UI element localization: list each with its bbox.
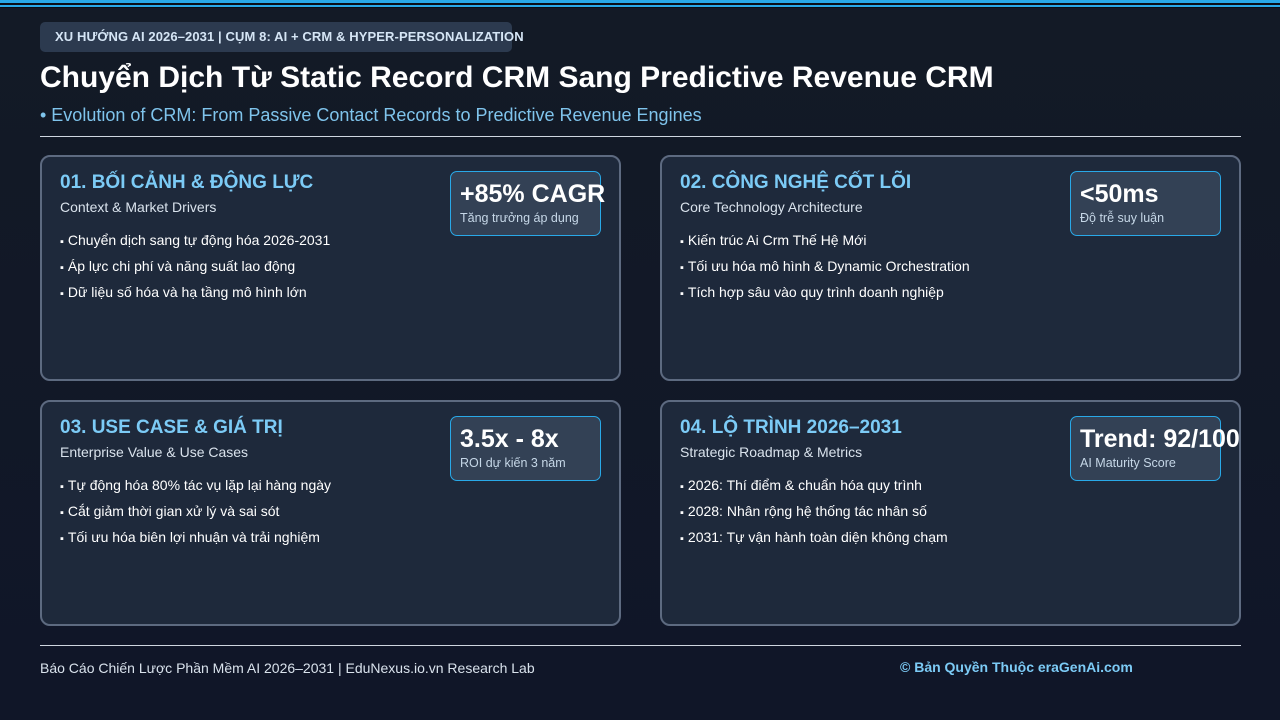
list-item: Dữ liệu số hóa và hạ tầng mô hình lớn [60, 280, 330, 306]
card-heading: 01. BỐI CẢNH & ĐỘNG LỰC [60, 172, 314, 193]
header-divider [40, 136, 1241, 137]
list-item: Áp lực chi phí và năng suất lao động [60, 254, 330, 280]
page-subtitle: • Evolution of CRM: From Passive Contact… [40, 105, 702, 125]
metric-box: Trend: 92/100 AI Maturity Score [1070, 416, 1240, 481]
metric-box: <50ms Độ trễ suy luận [1070, 171, 1221, 236]
top-accent-bar [0, 0, 1280, 8]
card-bullet-list: 2026: Thí điểm & chuẩn hóa quy trình 202… [680, 473, 948, 551]
card-heading: 04. LỘ TRÌNH 2026–2031 [680, 417, 902, 438]
card-roadmap: 04. LỘ TRÌNH 2026–2031 Strategic Roadmap… [660, 400, 1241, 626]
metric-label: ROI dự kiến 3 năm [460, 456, 566, 470]
card-bullet-list: Kiến trúc Ai Crm Thế Hệ Mới Tối ưu hóa m… [680, 228, 970, 306]
list-item: Tối ưu hóa mô hình & Dynamic Orchestrati… [680, 254, 970, 280]
card-subheading: Enterprise Value & Use Cases [60, 444, 249, 460]
card-use-case: 03. USE CASE & GIÁ TRỊ Enterprise Value … [40, 400, 621, 626]
card-bullet-list: Chuyển dịch sang tự động hóa 2026-2031 Á… [60, 228, 330, 306]
list-item: 2028: Nhân rộng hệ thống tác nhân số [680, 499, 948, 525]
footer-source: Báo Cáo Chiến Lược Phần Mềm AI 2026–2031… [40, 660, 535, 676]
accent-line-bottom [0, 5, 1280, 7]
list-item: Kiến trúc Ai Crm Thế Hệ Mới [680, 228, 970, 254]
list-item: Tự động hóa 80% tác vụ lặp lại hàng ngày [60, 473, 331, 499]
page-title: Chuyển Dịch Từ Static Record CRM Sang Pr… [40, 61, 994, 94]
card-core-technology: 02. CÔNG NGHỆ CỐT LÕI Core Technology Ar… [660, 155, 1241, 381]
metric-value: 3.5x - 8x [460, 425, 559, 453]
metric-value: <50ms [1080, 180, 1159, 208]
metric-value: +85% CAGR [460, 180, 606, 208]
list-item: Tích hợp sâu vào quy trình doanh nghiệp [680, 280, 970, 306]
card-heading: 03. USE CASE & GIÁ TRỊ [60, 417, 283, 438]
footer-divider [40, 645, 1241, 646]
list-item: 2026: Thí điểm & chuẩn hóa quy trình [680, 473, 948, 499]
list-item: Chuyển dịch sang tự động hóa 2026-2031 [60, 228, 330, 254]
category-tag: XU HƯỚNG AI 2026–2031 | CỤM 8: AI + CRM … [40, 22, 524, 52]
card-subheading: Strategic Roadmap & Metrics [680, 444, 863, 460]
accent-line-top [0, 0, 1280, 3]
footer-copyright: © Bản Quyền Thuộc eraGenAi.com [900, 659, 1133, 675]
list-item: Tối ưu hóa biên lợi nhuận và trải nghiệm [60, 525, 331, 551]
metric-box: +85% CAGR Tăng trưởng áp dụng [450, 171, 605, 236]
card-context: 01. BỐI CẢNH & ĐỘNG LỰC Context & Market… [40, 155, 621, 381]
metric-box: 3.5x - 8x ROI dự kiến 3 năm [450, 416, 601, 481]
metric-label: Độ trễ suy luận [1080, 211, 1165, 225]
list-item: 2031: Tự vận hành toàn diện không chạm [680, 525, 948, 551]
card-heading: 02. CÔNG NGHỆ CỐT LÕI [680, 172, 912, 193]
metric-label: AI Maturity Score [1080, 456, 1176, 470]
card-subheading: Context & Market Drivers [60, 199, 217, 215]
card-subheading: Core Technology Architecture [680, 199, 863, 215]
metric-label: Tăng trưởng áp dụng [460, 211, 579, 225]
list-item: Cắt giảm thời gian xử lý và sai sót [60, 499, 331, 525]
card-bullet-list: Tự động hóa 80% tác vụ lặp lại hàng ngày… [60, 473, 331, 551]
metric-value: Trend: 92/100 [1080, 425, 1240, 453]
